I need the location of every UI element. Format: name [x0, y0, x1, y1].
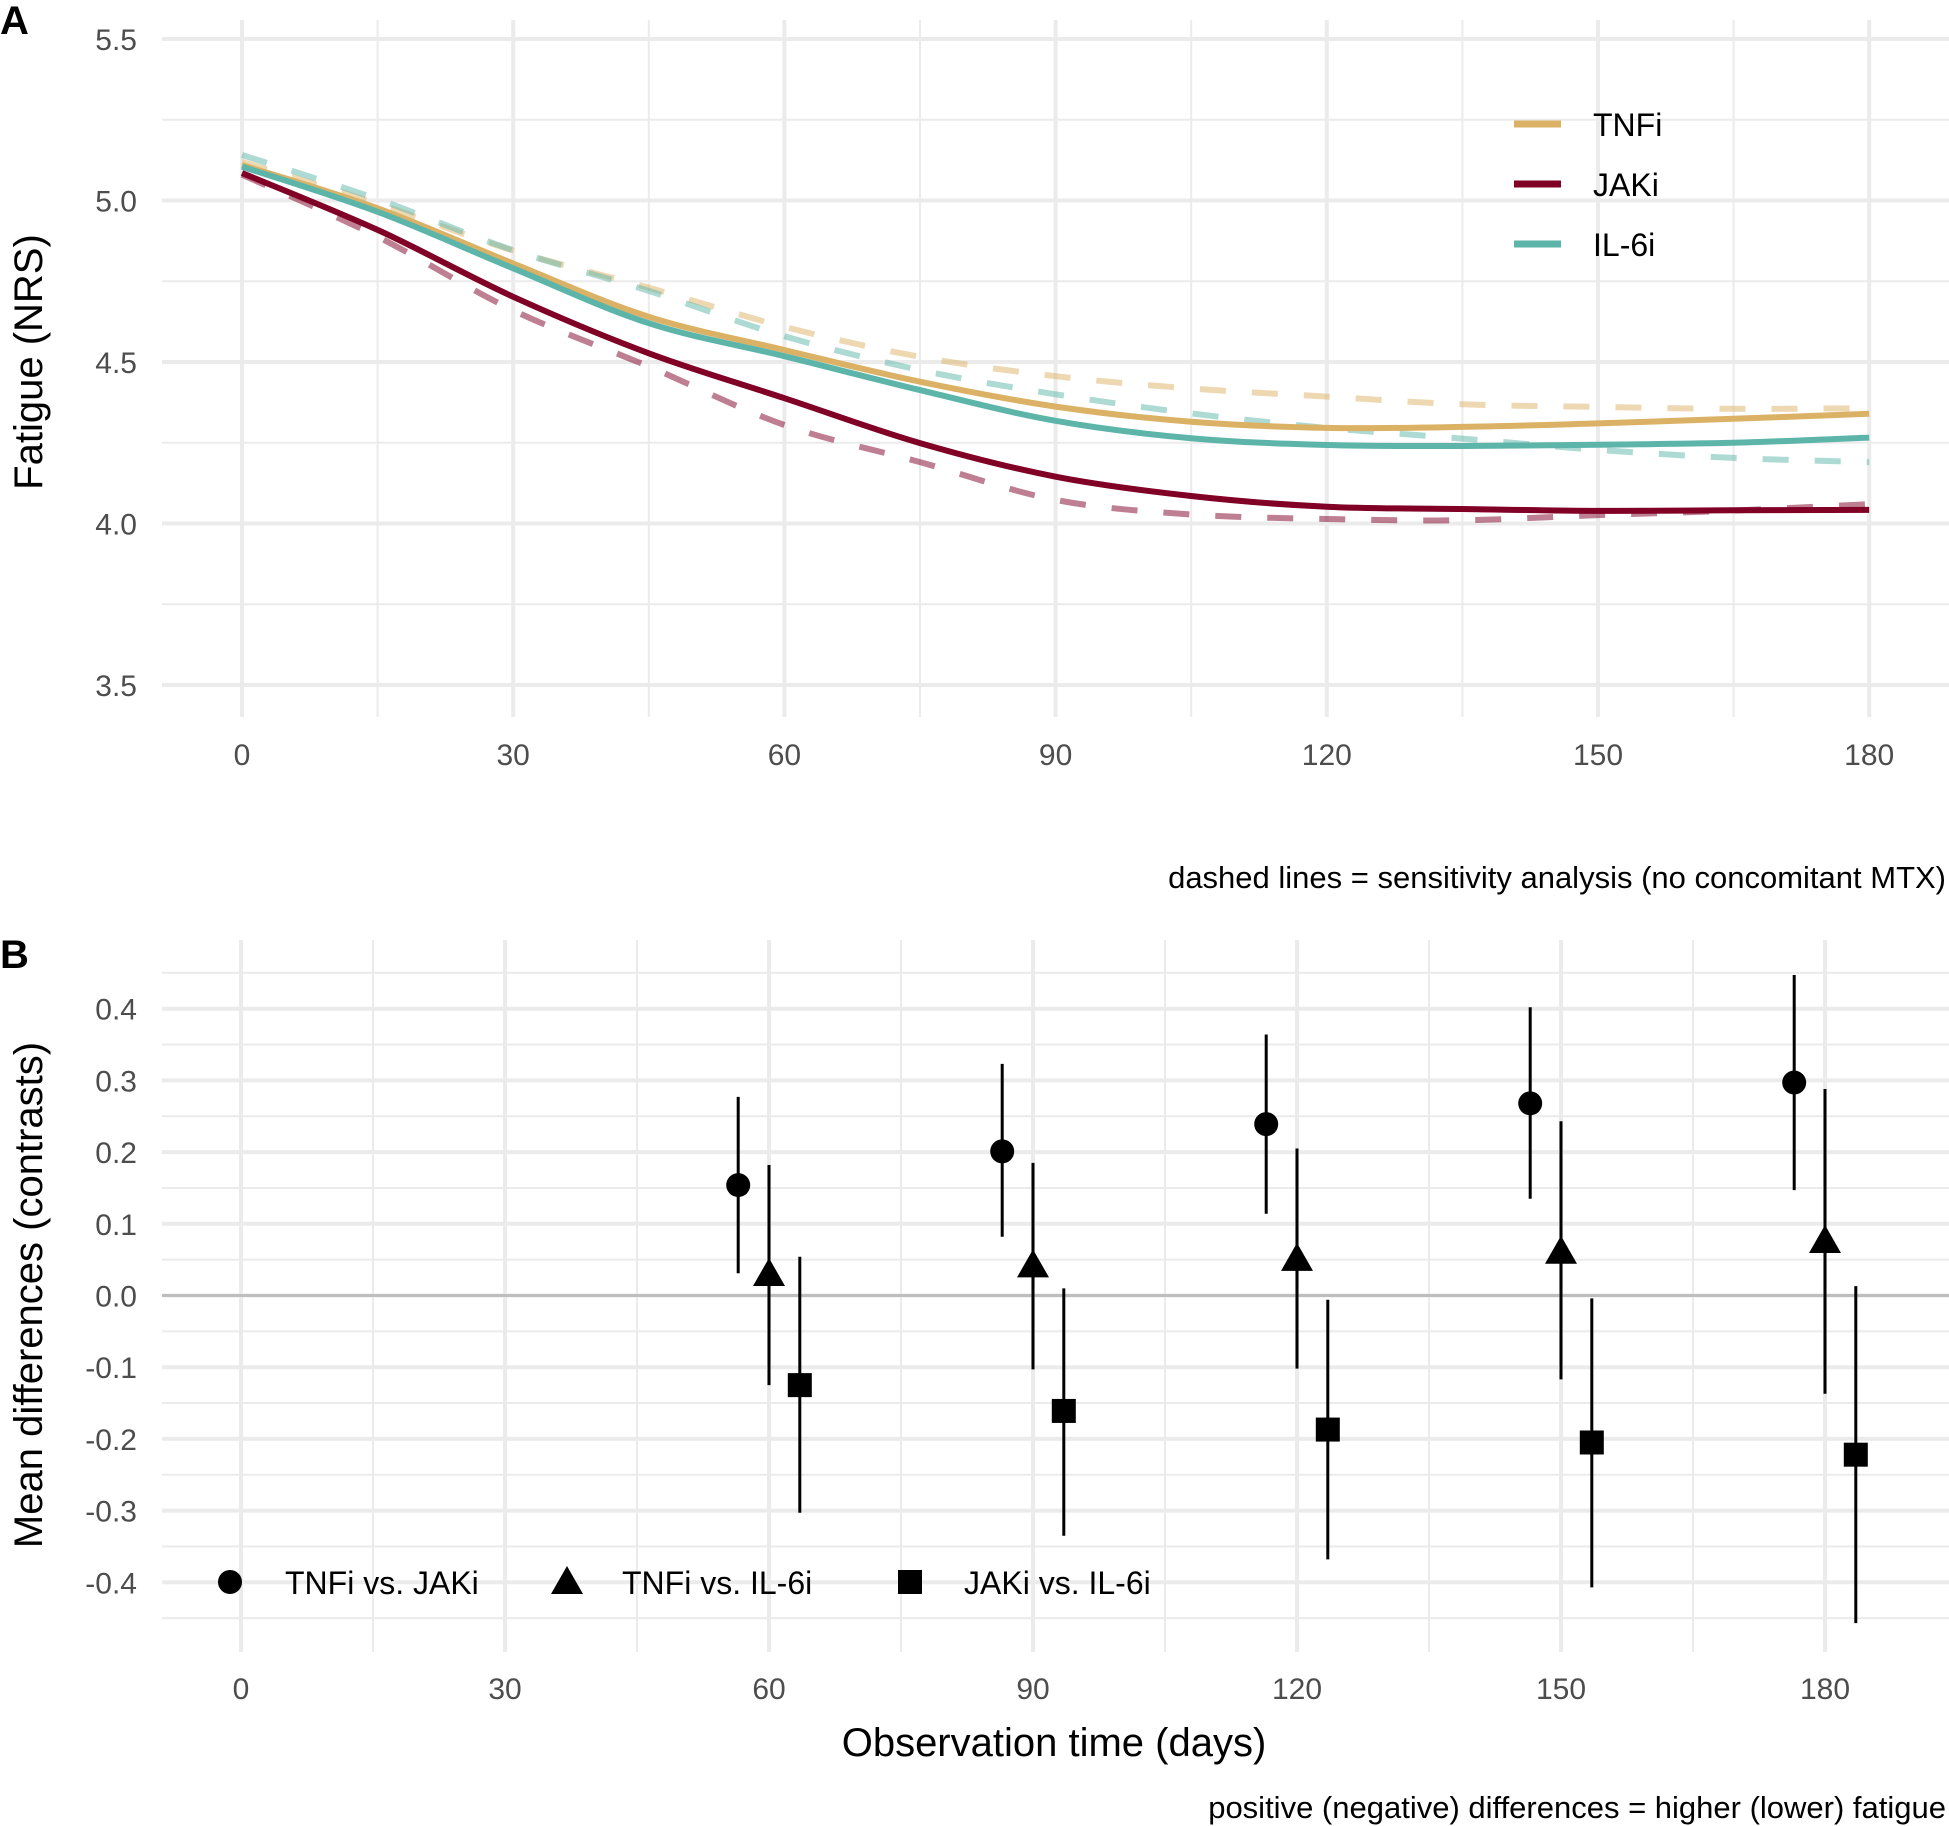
x-tick-label: 120 [1302, 739, 1352, 772]
y-tick-label: -0.4 [85, 1567, 137, 1600]
x-tick-label: 120 [1272, 1673, 1322, 1706]
point-circle-tnfi-vs-jaki [1518, 1091, 1543, 1116]
series-line-jaki [240, 170, 1870, 514]
panel-a-grid [162, 20, 1949, 717]
legend-label: TNFi vs. JAKi [285, 1565, 479, 1601]
panel-label-b: B [0, 933, 29, 977]
point-circle-tnfi-vs-jaki [990, 1139, 1015, 1164]
point-circle-tnfi-vs-jaki [1254, 1112, 1279, 1137]
x-tick-label: 60 [752, 1673, 785, 1706]
legend-label: JAKi vs. IL-6i [964, 1565, 1151, 1601]
panel-b: -0.4 -0.3 -0.2 -0.1 0.0 0.1 0.2 0.3 0.4 0 30 60 90 1… [0, 933, 1949, 1825]
legend-label: JAKi [1593, 167, 1659, 203]
y-tick-label: 5.5 [95, 24, 137, 57]
legend-label: IL-6i [1593, 227, 1655, 263]
point-triangle-tnfi-vs-il-6i [1809, 1225, 1841, 1254]
panel-b-marks [726, 975, 1868, 1624]
point-square-jaki-vs-il-6i [1843, 1442, 1868, 1467]
legend-label: TNFi [1593, 107, 1662, 143]
y-tick-label: 4.0 [95, 509, 137, 542]
point-triangle-tnfi-vs-il-6i [753, 1257, 785, 1286]
point-square-jaki-vs-il-6i [1315, 1417, 1340, 1442]
y-tick-label: 5.0 [95, 186, 137, 219]
panel-a-x-ticks: 0 30 60 90 120 150 180 [234, 739, 1895, 772]
panel-a-legend: TNFi JAKi IL-6i [1514, 107, 1662, 263]
y-tick-label: 0.0 [95, 1281, 137, 1314]
legend-marker-triangle [551, 1566, 583, 1594]
x-tick-label: 180 [1800, 1673, 1850, 1706]
point-triangle-tnfi-vs-il-6i [1017, 1249, 1049, 1278]
y-tick-label: -0.3 [85, 1496, 137, 1529]
panel-b-y-axis-title: Mean differences (contrasts) [7, 1042, 51, 1548]
panel-b-grid [162, 940, 1949, 1652]
y-tick-label: 0.4 [95, 994, 137, 1027]
y-tick-label: 0.3 [95, 1065, 137, 1098]
point-circle-tnfi-vs-jaki [1782, 1070, 1807, 1095]
series-line-il-6i-sensitivity [241, 152, 1870, 466]
panel-a-lines [240, 152, 1870, 524]
panel-a-y-ticks: 3.5 4.0 4.5 5.0 5.5 [95, 24, 137, 703]
y-tick-label: -0.2 [85, 1424, 137, 1457]
panel-b-legend: TNFi vs. JAKi TNFi vs. IL-6i JAKi vs. IL-6… [218, 1565, 1151, 1601]
legend-marker-square [898, 1570, 922, 1594]
x-tick-label: 0 [233, 1673, 250, 1706]
y-tick-label: 3.5 [95, 670, 137, 703]
x-tick-label: 180 [1844, 739, 1894, 772]
series-line-tnfi-sensitivity [241, 158, 1870, 412]
panel-b-y-ticks: -0.4 -0.3 -0.2 -0.1 0.0 0.1 0.2 0.3 0.4 [85, 994, 137, 1601]
y-tick-label: 0.2 [95, 1137, 137, 1170]
x-tick-label: 90 [1039, 739, 1072, 772]
y-tick-label: 0.1 [95, 1209, 137, 1242]
panel-a: 3.5 4.0 4.5 5.0 5.5 0 30 60 90 120 150 180 A Fatig… [0, 0, 1949, 895]
point-square-jaki-vs-il-6i [1051, 1398, 1076, 1423]
series-line-jaki-sensitivity [240, 171, 1870, 524]
panel-a-y-axis-title: Fatigue (NRS) [7, 234, 51, 490]
point-square-jaki-vs-il-6i [1579, 1430, 1604, 1455]
x-tick-label: 0 [234, 739, 251, 772]
y-tick-label: 4.5 [95, 347, 137, 380]
x-tick-label: 90 [1016, 1673, 1049, 1706]
panel-b-x-ticks: 0 30 60 90 120 150 180 [233, 1673, 1850, 1706]
legend-label: TNFi vs. IL-6i [622, 1565, 812, 1601]
x-tick-label: 30 [497, 739, 530, 772]
point-square-jaki-vs-il-6i [787, 1373, 812, 1398]
point-triangle-tnfi-vs-il-6i [1545, 1235, 1577, 1264]
series-line-tnfi [241, 162, 1870, 432]
x-tick-label: 30 [488, 1673, 521, 1706]
panel-label-a: A [0, 0, 29, 43]
x-tick-label: 150 [1536, 1673, 1586, 1706]
panel-b-x-axis-title: Observation time (days) [842, 1721, 1267, 1765]
legend-marker-circle [218, 1570, 242, 1594]
panel-b-caption: positive (negative) differences = higher… [1208, 1790, 1946, 1825]
point-triangle-tnfi-vs-il-6i [1281, 1242, 1313, 1271]
series-line-il-6i [241, 163, 1870, 450]
point-circle-tnfi-vs-jaki [726, 1173, 751, 1198]
panel-a-caption: dashed lines = sensitivity analysis (no … [1168, 860, 1946, 895]
y-tick-label: -0.1 [85, 1352, 137, 1385]
x-tick-label: 150 [1573, 739, 1623, 772]
x-tick-label: 60 [768, 739, 801, 772]
